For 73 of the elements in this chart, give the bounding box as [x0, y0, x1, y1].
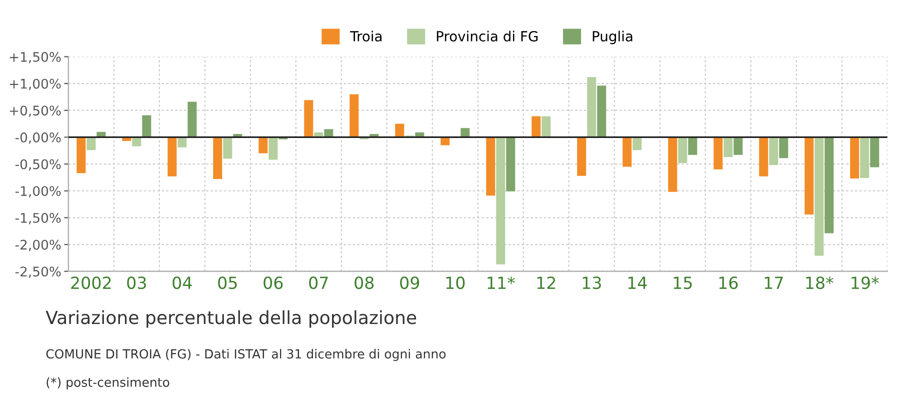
bar: [597, 86, 606, 138]
x-tick-label: 05: [218, 276, 237, 290]
x-tick-label: 03: [127, 276, 146, 290]
bar: [622, 137, 632, 167]
bar: [668, 137, 678, 192]
bar: [496, 137, 506, 264]
y-tick-label: -1,00%: [15, 186, 61, 198]
x-tick-label: 07: [309, 276, 328, 290]
text: (*) post-censimento: [46, 377, 170, 390]
bar: [168, 137, 177, 176]
bar: [850, 137, 860, 179]
bar: [632, 137, 642, 150]
bar: [870, 137, 880, 168]
bar: [814, 137, 824, 256]
legend-label: Puglia: [592, 30, 632, 44]
bar: [258, 137, 268, 154]
x-tick-label: 19*: [852, 276, 879, 290]
x-tick-label: 04: [172, 276, 192, 290]
bar: [76, 137, 86, 174]
bar: [769, 137, 778, 166]
x-tick-label: 11*: [488, 276, 515, 289]
bar: [188, 102, 197, 138]
x-tick-label: 15: [674, 276, 692, 290]
x-tick-label: 13: [582, 276, 601, 290]
bar: [324, 129, 334, 138]
bar: [142, 115, 152, 138]
x-tick-label: 09: [400, 276, 420, 290]
bar: [304, 100, 314, 138]
bar: [178, 137, 187, 148]
x-tick-label: 12: [537, 276, 556, 289]
bar: [350, 94, 359, 138]
text: COMUNE DI TROIA (FG) - Dati ISTAT al 31 dicembre di ogni anno: [46, 348, 446, 362]
bar: [724, 137, 733, 158]
bar: [734, 137, 743, 155]
bar: [532, 116, 541, 138]
bar: [223, 137, 232, 159]
y-tick-label: -1,50%: [15, 212, 61, 224]
y-tick-label: +0,50%: [10, 106, 61, 117]
bar: [506, 137, 516, 192]
bar: [759, 137, 768, 176]
x-tick-label: 06: [264, 276, 283, 290]
bar: [542, 116, 551, 138]
x-tick-label: 16: [719, 276, 738, 290]
y-tick-label: -0,00%: [15, 132, 61, 144]
bar: [714, 137, 723, 170]
x-tick-label: 10: [446, 276, 465, 290]
bar: [577, 137, 586, 176]
bar: [804, 137, 814, 214]
bar: [587, 77, 596, 138]
bar: [460, 128, 470, 138]
legend-label: Provincia di FG: [436, 30, 538, 42]
x-tick-label: 14: [628, 276, 647, 289]
y-tick-label: -2,50%: [15, 266, 61, 278]
legend-label: Troia: [350, 30, 382, 42]
bar: [824, 137, 834, 234]
bar: [486, 137, 496, 196]
y-tick-label: +1,00%: [10, 78, 61, 90]
x-tick-label: 08: [354, 276, 374, 290]
y-tick-label: -0,50%: [15, 159, 61, 171]
x-tick-label: 17: [764, 276, 783, 289]
bar: [213, 137, 222, 180]
bar: [86, 137, 96, 150]
bar: [688, 137, 698, 155]
x-tick-label: 2002: [71, 276, 111, 290]
bar: [395, 124, 404, 138]
bar: [860, 137, 870, 178]
bar: [268, 137, 278, 160]
y-tick-label: -2,00%: [15, 240, 61, 252]
y-tick-label: +1,50%: [10, 52, 61, 64]
bar: [678, 137, 688, 163]
x-tick-label: 18*: [806, 276, 834, 290]
bar: [779, 137, 788, 158]
text: Variazione percentuale della popolazione: [46, 310, 416, 328]
